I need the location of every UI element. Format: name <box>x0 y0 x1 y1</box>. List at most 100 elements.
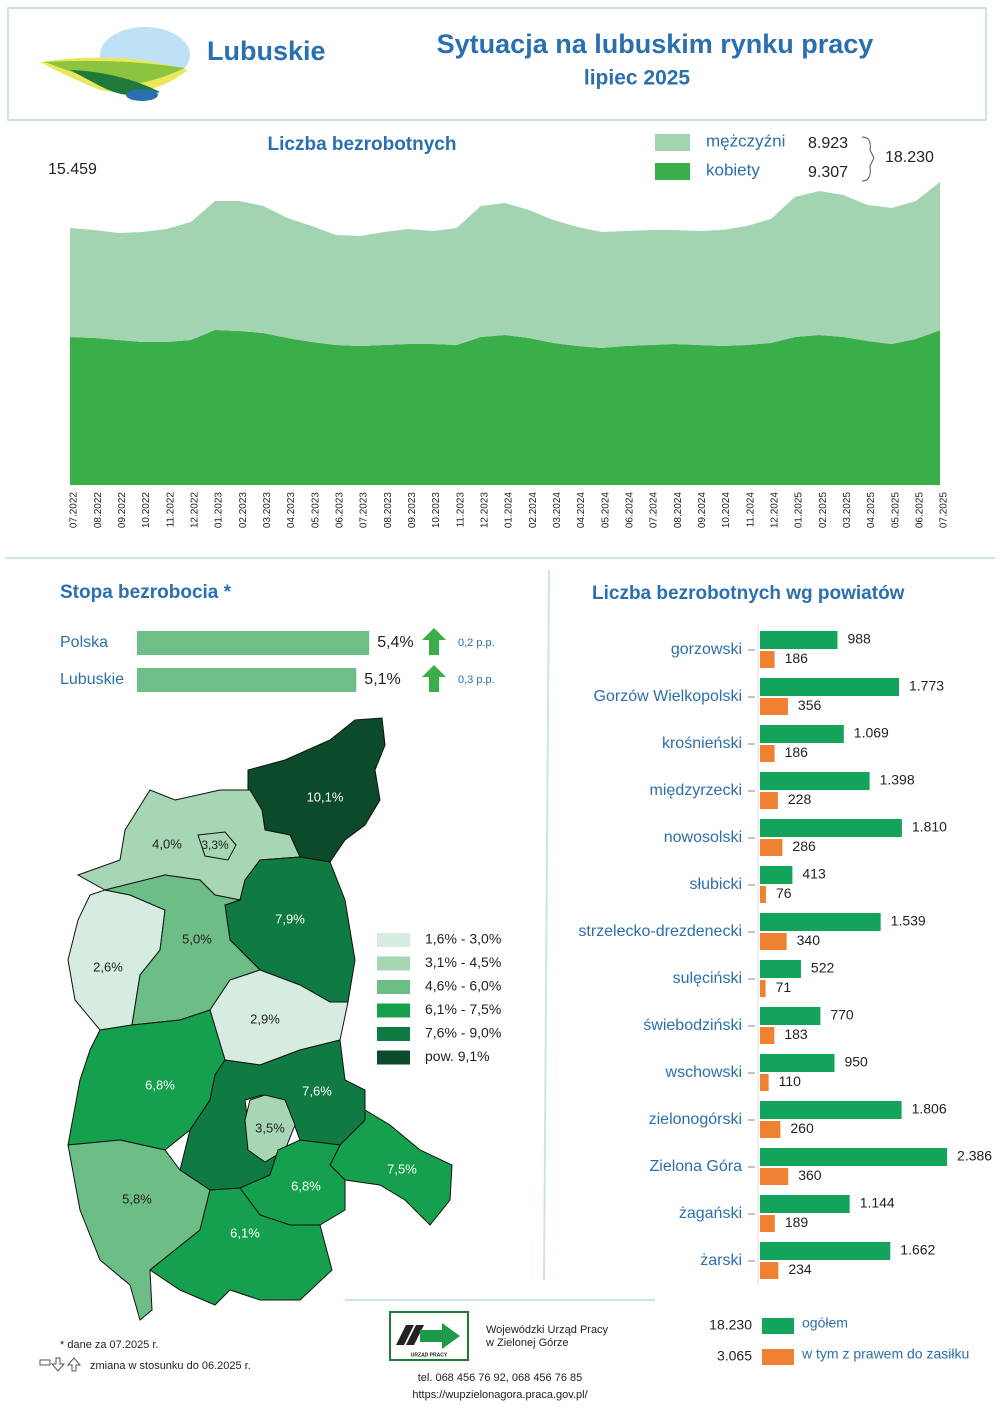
x-tick-label: 05.2024 <box>600 492 611 529</box>
legend-swatch <box>377 1027 410 1041</box>
change-icon <box>39 1357 82 1372</box>
value-label: 5,4% <box>377 634 413 651</box>
category-label: gorzowski <box>671 641 742 658</box>
bar <box>760 933 787 950</box>
x-tick-label: 01.2024 <box>504 492 515 529</box>
region-label: 6,1% <box>230 1225 260 1240</box>
x-tick-label: 12.2024 <box>769 492 780 529</box>
x-tick-label: 12.2022 <box>189 492 200 529</box>
category-label: zielonogórski <box>649 1111 742 1128</box>
legend-swatch <box>655 134 690 151</box>
x-tick-label: 11.2024 <box>745 492 756 528</box>
region-label: 2,6% <box>93 959 123 974</box>
x-tick-label: 04.2025 <box>866 492 877 529</box>
x-tick-label: 09.2024 <box>697 492 708 529</box>
legend-value: 9.307 <box>808 164 848 181</box>
x-tick-label: 02.2024 <box>528 492 539 529</box>
bar <box>760 1195 850 1213</box>
bar <box>760 1121 781 1138</box>
legend-label: kobiety <box>706 160 760 179</box>
x-tick-label: 06.2024 <box>624 492 635 529</box>
region <box>239 1139 346 1226</box>
value-label: 5,1% <box>364 671 400 688</box>
bar <box>760 980 766 997</box>
bar <box>760 678 900 696</box>
legend-label: 1,6% - 3,0% <box>425 931 501 947</box>
x-tick-label: 11.2022 <box>165 492 176 528</box>
value-label: 1.806 <box>912 1101 947 1117</box>
bar <box>760 886 766 903</box>
region-label: 4,0% <box>152 836 182 851</box>
value-label: 360 <box>798 1167 822 1183</box>
logo-text: URZĄD PRACY <box>411 1352 448 1358</box>
bar <box>760 792 778 809</box>
change-arrow <box>422 628 446 655</box>
category-label: słubicki <box>690 876 742 893</box>
region-label: 7,9% <box>275 911 305 926</box>
area <box>70 182 940 348</box>
bracket <box>861 136 875 182</box>
x-tick-label: 03.2024 <box>552 492 563 529</box>
x-tick-label: 04.2023 <box>286 492 297 529</box>
region-label: 6,8% <box>145 1077 175 1092</box>
bar <box>760 819 902 837</box>
value-label: 260 <box>790 1120 814 1136</box>
bar <box>760 1074 769 1091</box>
legend-swatch <box>377 956 410 971</box>
bar <box>760 1054 835 1072</box>
value-label: 1.773 <box>909 678 944 694</box>
x-tick-label: 02.2025 <box>818 492 829 529</box>
x-tick-label: 01.2023 <box>214 492 225 529</box>
annotation: 18.230 <box>885 149 934 166</box>
bar <box>760 1007 821 1025</box>
region-label: 3,3% <box>201 838 229 852</box>
chart-title: Stopa bezrobocia * <box>60 582 232 603</box>
bar <box>137 631 370 655</box>
bar <box>760 772 870 790</box>
x-tick-label: 03.2023 <box>262 492 273 529</box>
value-label: 186 <box>785 744 809 760</box>
region <box>149 1187 333 1306</box>
chart-title: Liczba bezrobotnych <box>268 134 457 155</box>
bar <box>760 698 788 715</box>
legend-total: 3.065 <box>717 1348 752 1364</box>
area <box>70 329 940 485</box>
category-label: krośnieński <box>662 735 742 752</box>
x-tick-label: 02.2023 <box>238 492 249 529</box>
legend-swatch <box>377 980 410 994</box>
value-label: 1.810 <box>912 819 947 835</box>
brand: Lubuskie <box>207 36 326 66</box>
legend-swatch <box>377 1003 410 1018</box>
org-name: w Zielonej Górze <box>485 1337 569 1349</box>
x-tick-label: 07.2022 <box>69 492 80 529</box>
change-label: 0,2 p.p. <box>458 637 495 649</box>
bar <box>760 1168 789 1185</box>
value-label: 522 <box>811 960 835 976</box>
value-label: 1.539 <box>891 913 926 929</box>
x-tick-label: 06.2025 <box>914 492 925 529</box>
annotation: 15.459 <box>48 161 97 178</box>
header-box <box>7 7 987 121</box>
x-tick-label: 12.2023 <box>479 492 490 529</box>
x-tick-label: 04.2024 <box>576 492 587 529</box>
x-tick-label: 03.2025 <box>842 492 853 529</box>
region-label: 10,1% <box>307 789 344 804</box>
x-tick-label: 08.2024 <box>673 492 684 529</box>
x-tick-label: 07.2025 <box>939 492 950 529</box>
divider <box>543 569 550 1281</box>
change-label: 0,3 p.p. <box>458 674 495 686</box>
category-label: świebodziński <box>643 1017 742 1034</box>
legend-label: w tym z prawem do zasiłku <box>801 1346 969 1362</box>
bar <box>760 960 801 978</box>
x-tick-label: 11.2023 <box>455 492 466 528</box>
value-label: 76 <box>776 885 792 901</box>
bar <box>760 1101 902 1119</box>
region-label: 5,8% <box>122 1191 152 1206</box>
x-tick-label: 07.2024 <box>649 492 660 529</box>
subtitle: lipiec 2025 <box>584 67 691 90</box>
category-label: Polska <box>60 634 108 651</box>
footnote: zmiana w stosunku do 06.2025 r. <box>90 1360 251 1372</box>
bar <box>760 839 783 856</box>
category-label: wschowski <box>665 1064 742 1081</box>
